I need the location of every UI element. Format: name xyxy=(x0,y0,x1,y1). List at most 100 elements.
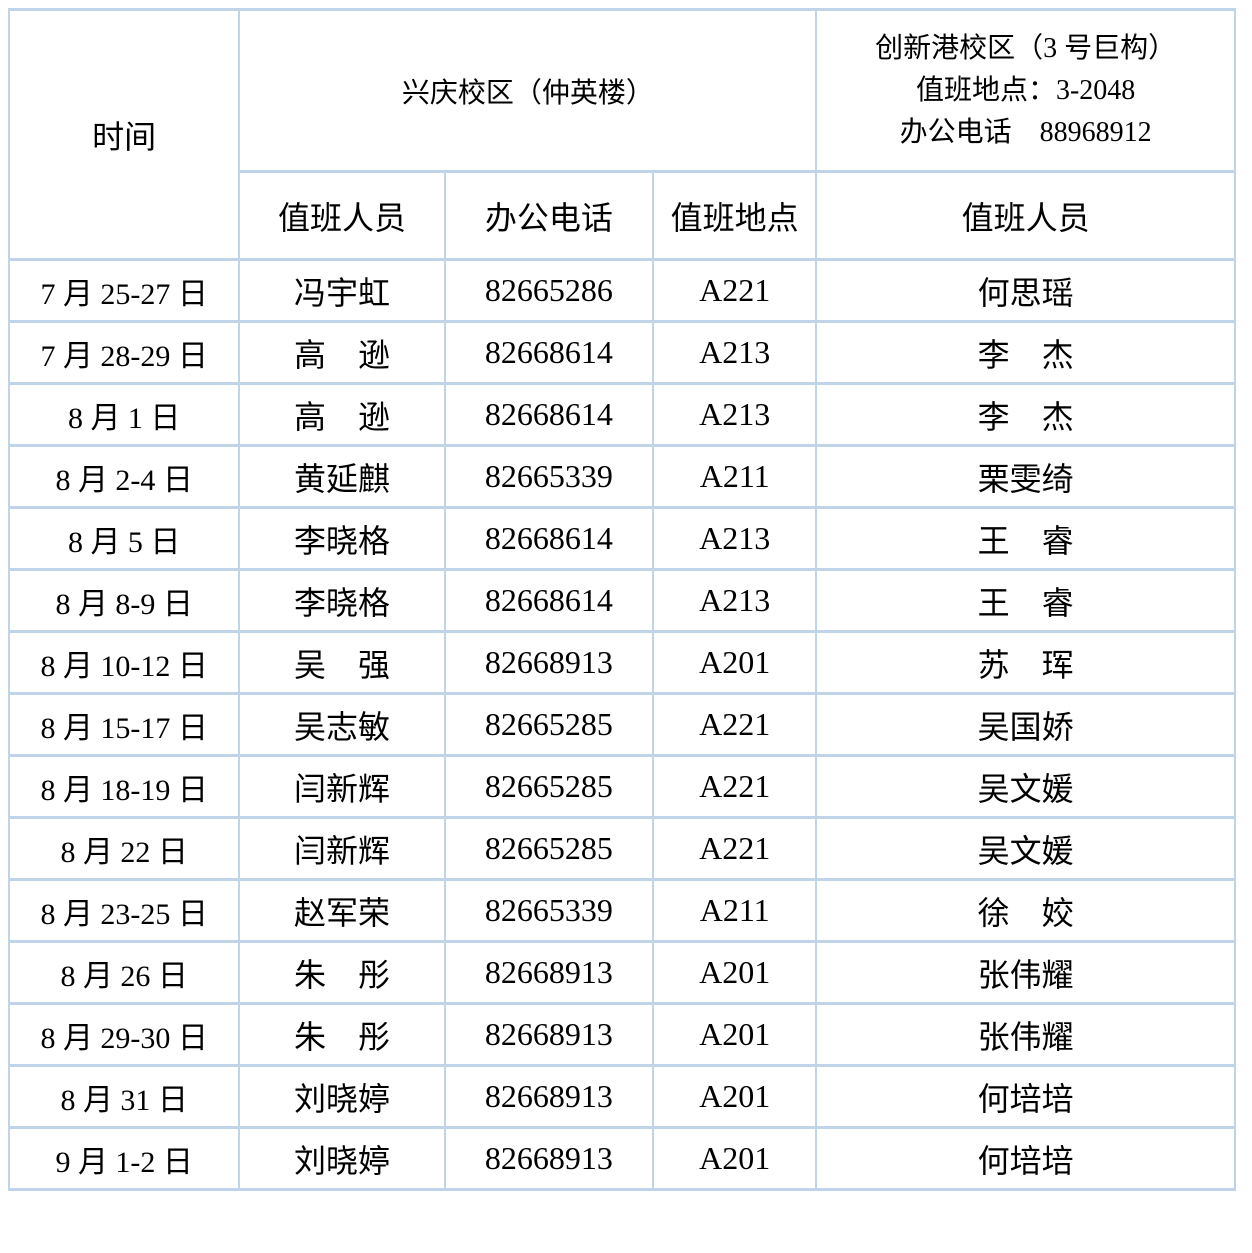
table-row: 8 月 15-17 日 吴志敏 82665285 A221 吴国娇 xyxy=(7,692,1236,757)
staff1-cell: 高 逊 xyxy=(238,382,446,447)
staff2-cell: 李 杰 xyxy=(815,382,1236,447)
staff2-cell: 吴文媛 xyxy=(815,816,1236,881)
table-row: 8 月 29-30 日 朱 彤 82668913 A201 张伟耀 xyxy=(7,1002,1236,1067)
table-row: 8 月 22 日 闫新辉 82665285 A221 吴文媛 xyxy=(7,816,1236,881)
table-row: 7 月 25-27 日 冯宇虹 82665286 A221 何思瑶 xyxy=(7,258,1236,323)
table-row: 8 月 26 日 朱 彤 82668913 A201 张伟耀 xyxy=(7,940,1236,1005)
staff1-cell: 闫新辉 xyxy=(238,754,446,819)
column-header-location: 值班地点 xyxy=(652,170,818,261)
date-cell: 8 月 23-25 日 xyxy=(7,878,241,943)
date-cell: 8 月 31 日 xyxy=(7,1064,241,1129)
staff2-cell: 王 睿 xyxy=(815,568,1236,633)
phone-cell: 82668913 xyxy=(443,1126,655,1191)
staff1-cell: 冯宇虹 xyxy=(238,258,446,323)
date-cell: 7 月 28-29 日 xyxy=(7,320,241,385)
phone-cell: 82668614 xyxy=(443,382,655,447)
location-cell: A211 xyxy=(652,444,818,509)
table-row: 8 月 8-9 日 李晓格 82668614 A213 王 睿 xyxy=(7,568,1236,633)
date-cell: 7 月 25-27 日 xyxy=(7,258,241,323)
staff2-cell: 张伟耀 xyxy=(815,940,1236,1005)
phone-cell: 82668913 xyxy=(443,1064,655,1129)
date-cell: 8 月 8-9 日 xyxy=(7,568,241,633)
date-cell: 8 月 10-12 日 xyxy=(7,630,241,695)
phone-cell: 82665285 xyxy=(443,816,655,881)
staff2-cell: 张伟耀 xyxy=(815,1002,1236,1067)
phone-cell: 82668913 xyxy=(443,1002,655,1067)
campus2-title: 创新港校区（3 号巨构） xyxy=(875,32,1177,64)
location-cell: A201 xyxy=(652,1064,818,1129)
table-header: 时间 兴庆校区（仲英楼） 创新港校区（3 号巨构） 值班地点：3-2048 办公… xyxy=(7,8,1236,261)
campus2-office-phone: 办公电话 88968912 xyxy=(899,116,1152,148)
staff1-cell: 闫新辉 xyxy=(238,816,446,881)
staff1-cell: 吴志敏 xyxy=(238,692,446,757)
date-cell: 8 月 18-19 日 xyxy=(7,754,241,819)
campus2-duty-location: 值班地点：3-2048 xyxy=(915,74,1136,106)
table-row: 9 月 1-2 日 刘晓婷 82668913 A201 何培培 xyxy=(7,1126,1236,1191)
staff1-cell: 朱 彤 xyxy=(238,940,446,1005)
date-cell: 8 月 1 日 xyxy=(7,382,241,447)
location-cell: A221 xyxy=(652,692,818,757)
date-cell: 8 月 15-17 日 xyxy=(7,692,241,757)
campus2-header: 创新港校区（3 号巨构） 值班地点：3-2048 办公电话 88968912 xyxy=(815,8,1236,173)
phone-cell: 82668614 xyxy=(443,506,655,571)
location-cell: A221 xyxy=(652,754,818,819)
location-cell: A221 xyxy=(652,258,818,323)
date-cell: 8 月 5 日 xyxy=(7,506,241,571)
staff1-cell: 李晓格 xyxy=(238,568,446,633)
table-row: 8 月 18-19 日 闫新辉 82665285 A221 吴文媛 xyxy=(7,754,1236,819)
table-row: 8 月 23-25 日 赵军荣 82665339 A211 徐 姣 xyxy=(7,878,1236,943)
column-header-staff2: 值班人员 xyxy=(815,170,1236,261)
phone-cell: 82668913 xyxy=(443,630,655,695)
time-column-header: 时间 xyxy=(7,8,241,261)
location-cell: A201 xyxy=(652,1126,818,1191)
location-cell: A201 xyxy=(652,940,818,1005)
staff1-cell: 黄延麒 xyxy=(238,444,446,509)
staff1-cell: 刘晓婷 xyxy=(238,1126,446,1191)
staff2-cell: 栗雯绮 xyxy=(815,444,1236,509)
table-body: 7 月 25-27 日 冯宇虹 82665286 A221 何思瑶 7 月 28… xyxy=(7,258,1236,1191)
date-cell: 8 月 26 日 xyxy=(7,940,241,1005)
staff1-cell: 朱 彤 xyxy=(238,1002,446,1067)
staff1-cell: 刘晓婷 xyxy=(238,1064,446,1129)
staff2-cell: 徐 姣 xyxy=(815,878,1236,943)
staff2-cell: 何培培 xyxy=(815,1126,1236,1191)
date-cell: 9 月 1-2 日 xyxy=(7,1126,241,1191)
table-row: 8 月 1 日 高 逊 82668614 A213 李 杰 xyxy=(7,382,1236,447)
location-cell: A213 xyxy=(652,506,818,571)
phone-cell: 82668913 xyxy=(443,940,655,1005)
column-header-phone: 办公电话 xyxy=(443,170,655,261)
staff2-cell: 吴国娇 xyxy=(815,692,1236,757)
location-cell: A213 xyxy=(652,382,818,447)
date-cell: 8 月 2-4 日 xyxy=(7,444,241,509)
staff1-cell: 高 逊 xyxy=(238,320,446,385)
staff2-cell: 苏 珲 xyxy=(815,630,1236,695)
column-header-staff1: 值班人员 xyxy=(238,170,446,261)
location-cell: A201 xyxy=(652,1002,818,1067)
table-row: 8 月 31 日 刘晓婷 82668913 A201 何培培 xyxy=(7,1064,1236,1129)
phone-cell: 82665339 xyxy=(443,878,655,943)
phone-cell: 82668614 xyxy=(443,320,655,385)
staff1-cell: 赵军荣 xyxy=(238,878,446,943)
phone-cell: 82665285 xyxy=(443,754,655,819)
staff1-cell: 李晓格 xyxy=(238,506,446,571)
location-cell: A221 xyxy=(652,816,818,881)
phone-cell: 82665286 xyxy=(443,258,655,323)
phone-cell: 82668614 xyxy=(443,568,655,633)
date-cell: 8 月 29-30 日 xyxy=(7,1002,241,1067)
staff2-cell: 何培培 xyxy=(815,1064,1236,1129)
table-row: 7 月 28-29 日 高 逊 82668614 A213 李 杰 xyxy=(7,320,1236,385)
staff2-cell: 何思瑶 xyxy=(815,258,1236,323)
staff2-cell: 吴文媛 xyxy=(815,754,1236,819)
duty-schedule-table: 时间 兴庆校区（仲英楼） 创新港校区（3 号巨构） 值班地点：3-2048 办公… xyxy=(7,8,1236,1191)
location-cell: A213 xyxy=(652,568,818,633)
campus1-header: 兴庆校区（仲英楼） xyxy=(238,8,818,173)
phone-cell: 82665285 xyxy=(443,692,655,757)
staff2-cell: 李 杰 xyxy=(815,320,1236,385)
location-cell: A201 xyxy=(652,630,818,695)
staff2-cell: 王 睿 xyxy=(815,506,1236,571)
table-row: 8 月 10-12 日 吴 强 82668913 A201 苏 珲 xyxy=(7,630,1236,695)
date-cell: 8 月 22 日 xyxy=(7,816,241,881)
location-cell: A213 xyxy=(652,320,818,385)
table-row: 8 月 2-4 日 黄延麒 82665339 A211 栗雯绮 xyxy=(7,444,1236,509)
phone-cell: 82665339 xyxy=(443,444,655,509)
